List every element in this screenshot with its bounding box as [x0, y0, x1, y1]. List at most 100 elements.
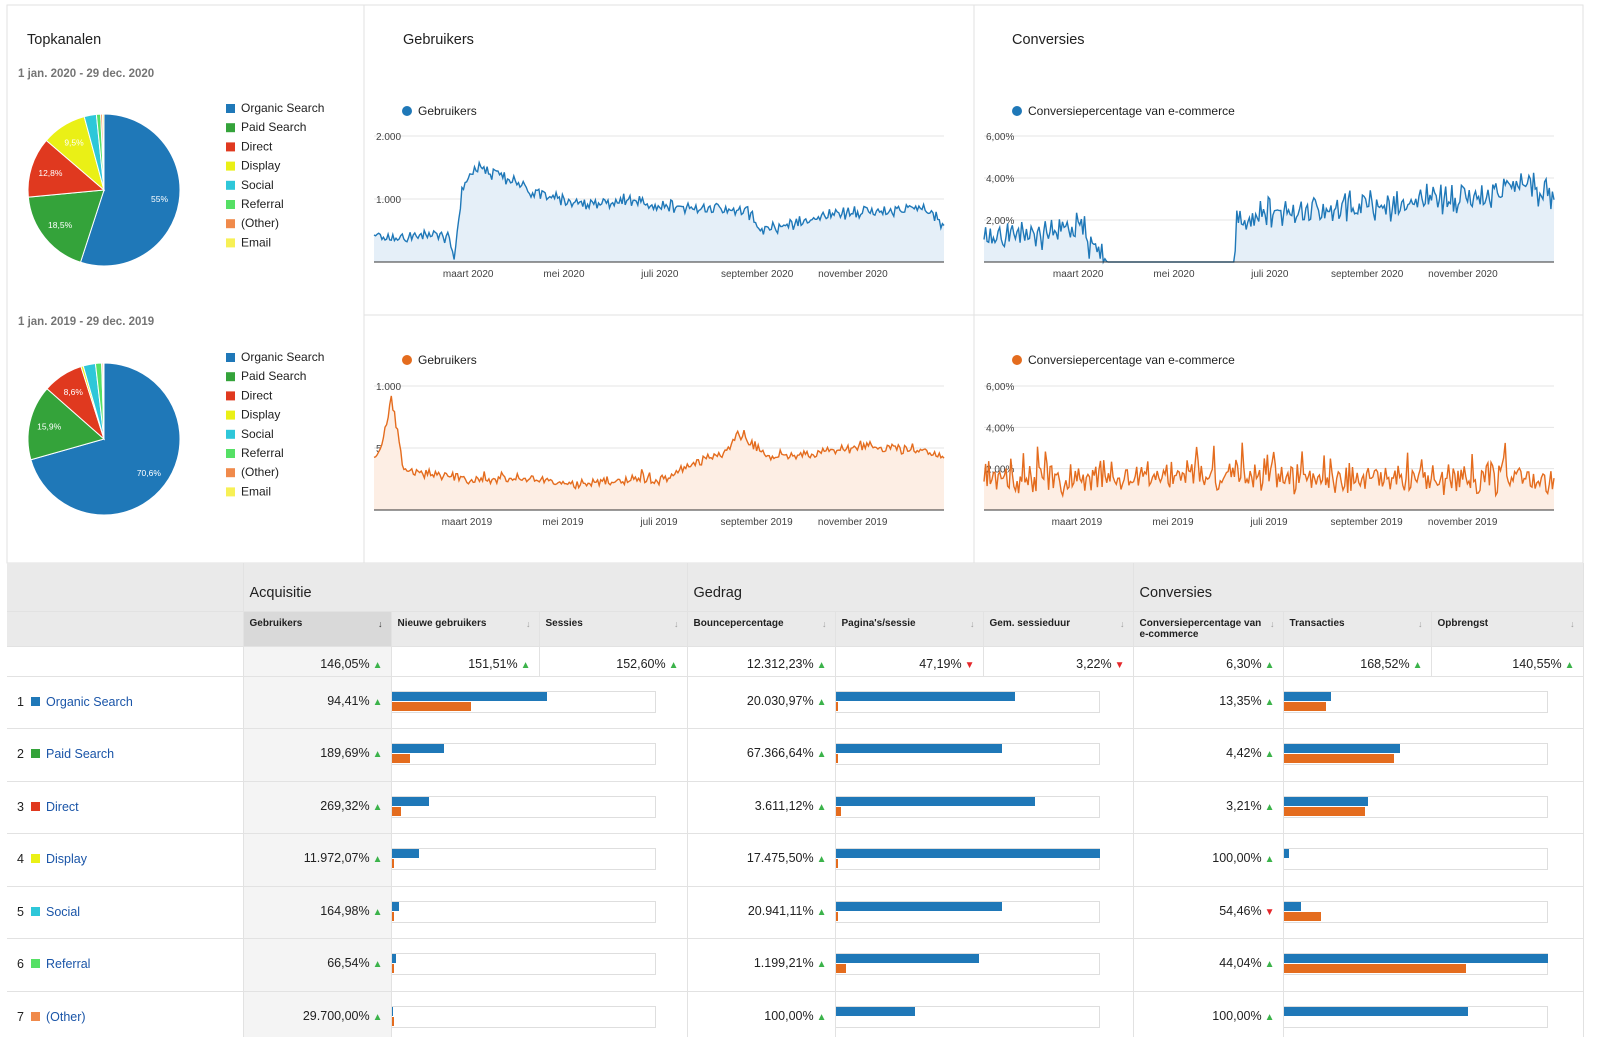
channel-link[interactable]: Paid Search: [46, 747, 115, 761]
bar-2020: [835, 1006, 915, 1016]
table-row: 5 Social 164,98% ▲ 20.941,11% ▲ 54,46% ▼: [7, 886, 1584, 939]
sort-arrow-icon[interactable]: ↓: [1270, 618, 1275, 629]
channel-link[interactable]: Social: [46, 904, 81, 919]
comparison-bar-cell: [1283, 676, 1584, 729]
sort-arrow-icon[interactable]: ↓: [1570, 618, 1575, 629]
column-header[interactable]: Gem. sessieduur ↓: [983, 610, 1134, 646]
value-text: 17.475,50%: [746, 851, 814, 865]
sort-arrow-icon[interactable]: ↓: [1120, 618, 1125, 629]
sort-arrow-icon[interactable]: ↓: [378, 618, 383, 629]
total-cell: 12.312,23% ▲: [687, 645, 836, 677]
total-cell: 47,19% ▼: [835, 645, 984, 677]
bar-2019: [835, 701, 838, 711]
channel-link[interactable]: Referral: [46, 957, 91, 971]
trend-down-icon: ▼: [1114, 659, 1125, 671]
total-value: 146,05%: [320, 656, 370, 671]
comparison-bar-cell: [1283, 991, 1584, 1037]
sort-arrow-icon[interactable]: ↓: [526, 618, 531, 629]
channel-link[interactable]: Direct: [46, 799, 79, 814]
x-tick-label: mei 2019: [542, 517, 584, 528]
column-header[interactable]: Gebruikers ↓: [243, 610, 392, 646]
channel-cell: 1 Organic Search: [7, 676, 244, 729]
bar-2019: [1283, 911, 1321, 921]
x-tick-label: maart 2020: [443, 269, 494, 280]
trend-up-icon: ▲: [816, 801, 827, 813]
total-value: 140,55%: [1512, 656, 1562, 671]
sort-arrow-icon[interactable]: ↓: [674, 618, 679, 629]
channel-link[interactable]: (Other): [46, 1009, 86, 1024]
bar-2020: [391, 796, 429, 806]
bar-track: [835, 690, 1100, 713]
series-legend-label: Gebruikers: [418, 104, 477, 118]
column-header[interactable]: Pagina's/sessie ↓: [835, 610, 984, 646]
total-cell: 3,22% ▼: [983, 645, 1134, 677]
column-header[interactable]: Nieuwe gebruikers ↓: [391, 610, 540, 646]
legend-swatch: [226, 391, 235, 401]
trend-up-icon: ▲: [668, 659, 679, 671]
row-number: 5: [17, 904, 24, 919]
channel-link[interactable]: Organic Search: [46, 694, 133, 709]
pie-slice: [27, 388, 106, 461]
x-tick-label: maart 2019: [1052, 517, 1103, 528]
sort-arrow-icon[interactable]: ↓: [1418, 618, 1423, 629]
conversies-title: Conversies: [1012, 32, 1085, 48]
total-cell: 146,05% ▲: [243, 645, 392, 677]
value-cell: 3,21% ▲: [1133, 781, 1284, 834]
trend-up-icon: ▲: [1412, 659, 1423, 671]
bar-2020: [391, 954, 396, 963]
pie-slice: [30, 362, 181, 516]
comparison-bar-cell: [1283, 938, 1584, 992]
column-header[interactable]: Sessies ↓: [539, 610, 688, 646]
pie-chart-2020: 55% 18,5% 12,8% 9,5%: [27, 113, 181, 267]
bar-2020: [1283, 849, 1289, 858]
series-line: [983, 442, 1555, 499]
value-cell: 3.611,12% ▲: [687, 781, 836, 834]
legend-swatch: [226, 180, 235, 190]
x-tick-label: november 2019: [818, 517, 888, 528]
column-header[interactable]: Conversiepercentage van e-commerce ↓: [1133, 610, 1284, 646]
legend-swatch: [226, 449, 235, 458]
column-header[interactable]: Transacties ↓: [1283, 610, 1432, 646]
channel-swatch: [31, 854, 40, 863]
series-line: [373, 395, 945, 490]
channel-comparison-table: Acquisitie Gedrag Conversies Gebruikers ↓…: [7, 563, 1584, 1037]
comparison-bar-cell: [1283, 833, 1584, 887]
sort-arrow-icon[interactable]: ↓: [970, 618, 975, 629]
bar-track: [835, 795, 1100, 818]
trend-up-icon: ▲: [1564, 659, 1575, 671]
total-value: 3,22%: [1076, 656, 1112, 671]
channel-swatch: [31, 906, 40, 916]
legend-label: Direct: [241, 388, 273, 402]
bar-track: [391, 848, 656, 870]
value-text: 94,41%: [327, 693, 370, 708]
sort-arrow-icon[interactable]: ↓: [822, 618, 827, 629]
value-text: 11.972,07%: [303, 851, 370, 865]
trend-up-icon: ▲: [816, 749, 827, 760]
x-tick-label: september 2020: [1331, 269, 1404, 280]
channel-cell: 2 Paid Search: [7, 728, 244, 782]
trend-down-icon: ▼: [1264, 906, 1275, 918]
bar-2019: [391, 754, 410, 763]
value-text: 67.366,64%: [746, 746, 814, 760]
bar-track: [1283, 690, 1548, 713]
legend-label: Paid Search: [241, 369, 306, 383]
pie-slice: [27, 139, 106, 198]
bar-track: [835, 848, 1100, 870]
conversion-chart-2019: Conversiepercentage van e-commerce 6,00% 4…: [983, 353, 1555, 528]
table-column-header: Gebruikers ↓ Nieuwe gebruikers ↓ Sessies ↓ Bou…: [7, 610, 1584, 646]
header-empty: [7, 610, 244, 646]
channel-cell: 7 (Other): [7, 991, 244, 1037]
table-row: 7 (Other) 29.700,00% ▲ 100,00% ▲ 100,00% ▲: [7, 991, 1584, 1037]
bar-track: [835, 743, 1100, 765]
topkanalen-title: Topkanalen: [27, 32, 101, 48]
value-cell: 66,54% ▲: [243, 938, 392, 992]
value-text: 189,69%: [320, 746, 370, 760]
channel-link[interactable]: Display: [46, 852, 87, 866]
comparison-bar-cell: [391, 938, 688, 992]
channel-cell: 5 Social: [7, 886, 244, 939]
column-header[interactable]: Opbrengst ↓: [1431, 610, 1584, 646]
series-line: [373, 159, 945, 260]
channel-swatch: [31, 959, 40, 968]
column-header[interactable]: Bouncepercentage ↓: [687, 610, 836, 646]
comparison-bar-cell: [391, 728, 688, 782]
